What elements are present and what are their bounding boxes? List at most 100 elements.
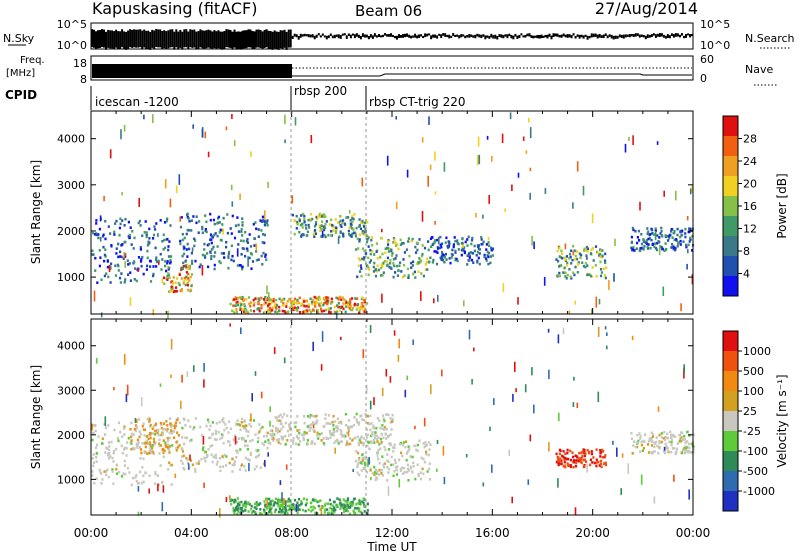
- nsky-bar: [179, 29, 182, 48]
- velocity-echo-cell: [126, 466, 129, 470]
- velocity-echo-cell: [206, 455, 209, 459]
- velocity-echo-cell: [222, 420, 225, 424]
- power-echo-cell: [246, 249, 249, 253]
- velocity-echo-cell: [290, 506, 294, 509]
- velocity-echo-cell: [292, 442, 295, 445]
- power-echo-cell: [319, 213, 322, 217]
- power-noise-cell: [361, 177, 364, 187]
- nsky-bar: [309, 34, 312, 38]
- nsky-bar: [632, 34, 635, 38]
- power-echo-cell: [229, 302, 232, 306]
- nsky-bar: [594, 33, 597, 37]
- power-echo-cell: [313, 224, 317, 228]
- power-echo-cell: [365, 234, 368, 237]
- nsky-bar: [223, 31, 226, 49]
- velocity-echo-cell: [647, 451, 651, 454]
- power-echo-cell: [439, 243, 442, 247]
- power-echo-cell: [241, 247, 244, 250]
- nsky-bar: [169, 29, 172, 48]
- velocity-echo-cell: [154, 471, 157, 474]
- power-echo-cell: [332, 229, 335, 233]
- velocity-echo-cell: [310, 509, 313, 513]
- power-echo-cell: [204, 228, 207, 231]
- power-echo-cell: [639, 247, 642, 250]
- power-echo-cell: [309, 212, 313, 216]
- power-echo-cell: [145, 231, 148, 234]
- velocity-echo-cell: [269, 432, 272, 436]
- power-echo-cell: [323, 228, 326, 232]
- power-noise-cell: [691, 274, 694, 285]
- power-echo-cell: [319, 215, 322, 219]
- power-echo-cell: [442, 254, 445, 257]
- power-noise-cell: [662, 286, 665, 297]
- velocity-echo-cell: [313, 422, 316, 426]
- nsky-bar: [123, 31, 126, 50]
- power-echo-cell: [594, 245, 598, 248]
- velocity-echo-cell: [211, 444, 214, 447]
- power-echo-cell: [440, 258, 443, 261]
- velocity-echo-cell: [392, 450, 395, 453]
- power-echo-cell: [260, 254, 263, 258]
- velocity-echo-cell: [257, 436, 260, 440]
- power-echo-cell: [478, 248, 481, 251]
- velocity-echo-cell: [343, 510, 346, 514]
- velocity-echo-cell: [683, 447, 686, 450]
- nsky-bar: [460, 34, 463, 38]
- velocity-noise-cell: [225, 497, 228, 503]
- velocity-echo-cell: [658, 440, 661, 443]
- power-echo-cell: [601, 254, 604, 258]
- velocity-noise-cell: [493, 398, 495, 405]
- power-echo-cell: [119, 255, 122, 258]
- nsky-bar: [474, 34, 477, 39]
- velocity-echo-cell: [244, 505, 248, 508]
- power-echo-cell: [203, 242, 206, 246]
- power-echo-cell: [195, 215, 198, 218]
- velocity-echo-cell: [402, 466, 406, 470]
- velocity-echo-cell: [185, 456, 188, 460]
- velocity-echo-cell: [670, 436, 673, 439]
- power-echo-cell: [675, 238, 678, 241]
- power-echo-cell: [102, 233, 105, 237]
- velocity-echo-cell: [306, 415, 310, 418]
- power-echo-cell: [411, 237, 414, 241]
- nsky-bar: [101, 29, 103, 48]
- velocity-echo-cell: [105, 446, 108, 450]
- power-echo-cell: [240, 230, 243, 233]
- freq-panel: Freq. [MHz] 18 8 60 0 Nave: [6, 53, 778, 86]
- nsky-bar: [622, 34, 625, 39]
- power-echo-cell: [295, 302, 298, 305]
- power-echo-cell: [260, 220, 263, 223]
- power-echo-cell: [180, 216, 183, 219]
- power-echo-cell: [128, 233, 131, 237]
- velocity-echo-cell: [302, 436, 305, 440]
- velocity-colorbar-block: [723, 331, 738, 352]
- velocity-echo-cell: [650, 439, 653, 442]
- velocity-echo-cell: [148, 474, 151, 478]
- power-echo-cell: [312, 308, 315, 311]
- velocity-colorbar-block: [723, 431, 738, 452]
- velocity-noise-cell: [180, 400, 182, 409]
- velocity-echo-cell: [684, 441, 687, 444]
- velocity-echo-cell: [398, 442, 401, 446]
- velocity-echo-cell: [675, 447, 678, 451]
- power-echo-cell: [166, 275, 169, 278]
- power-echo-cell: [326, 299, 329, 303]
- power-echo-cell: [263, 233, 266, 237]
- velocity-echo-cell: [344, 499, 347, 503]
- power-noise-cell: [201, 265, 204, 276]
- power-echo-cell: [311, 303, 314, 306]
- power-echo-cell: [342, 235, 345, 238]
- nsky-bar: [626, 34, 629, 37]
- nsky-bar: [494, 34, 497, 39]
- nsky-bar: [518, 34, 521, 38]
- velocity-echo-cell: [283, 499, 286, 503]
- power-echo-cell: [585, 245, 588, 249]
- velocity-echo-cell: [237, 510, 240, 513]
- nsky-bar: [606, 35, 609, 39]
- power-echo-cell: [199, 263, 202, 266]
- velocity-echo-cell: [184, 436, 187, 440]
- power-noise-cell: [266, 285, 268, 295]
- power-echo-cell: [133, 236, 136, 240]
- power-echo-cell: [240, 239, 243, 243]
- power-echo-cell: [245, 308, 248, 312]
